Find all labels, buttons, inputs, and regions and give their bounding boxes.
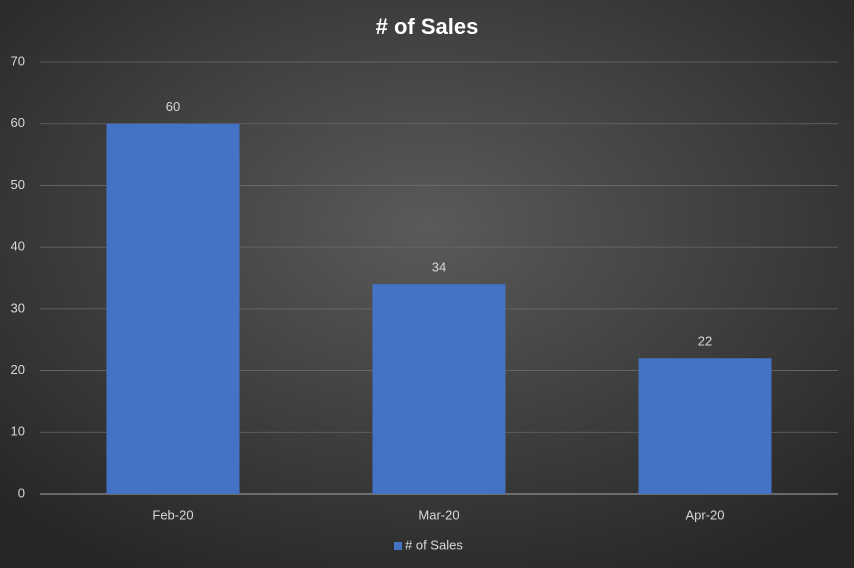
x-tick-label: Apr-20 [685, 507, 724, 522]
y-tick-label: 0 [18, 485, 25, 500]
x-tick-label: Mar-20 [418, 507, 459, 522]
y-tick-label: 50 [11, 177, 25, 192]
legend-swatch [394, 542, 402, 550]
bar [372, 284, 506, 494]
y-tick-label: 40 [11, 239, 25, 254]
chart-title: # of Sales [376, 14, 479, 39]
bar [106, 123, 240, 494]
y-tick-label: 70 [11, 53, 25, 68]
y-tick-label: 20 [11, 362, 25, 377]
y-tick-label: 60 [11, 115, 25, 130]
y-tick-label: 30 [11, 300, 25, 315]
data-label: 34 [432, 260, 446, 275]
y-tick-label: 10 [11, 424, 25, 439]
data-label: 22 [698, 334, 712, 349]
bar [638, 358, 772, 494]
x-tick-label: Feb-20 [152, 507, 193, 522]
legend-label: # of Sales [405, 537, 463, 552]
data-label: 60 [166, 99, 180, 114]
